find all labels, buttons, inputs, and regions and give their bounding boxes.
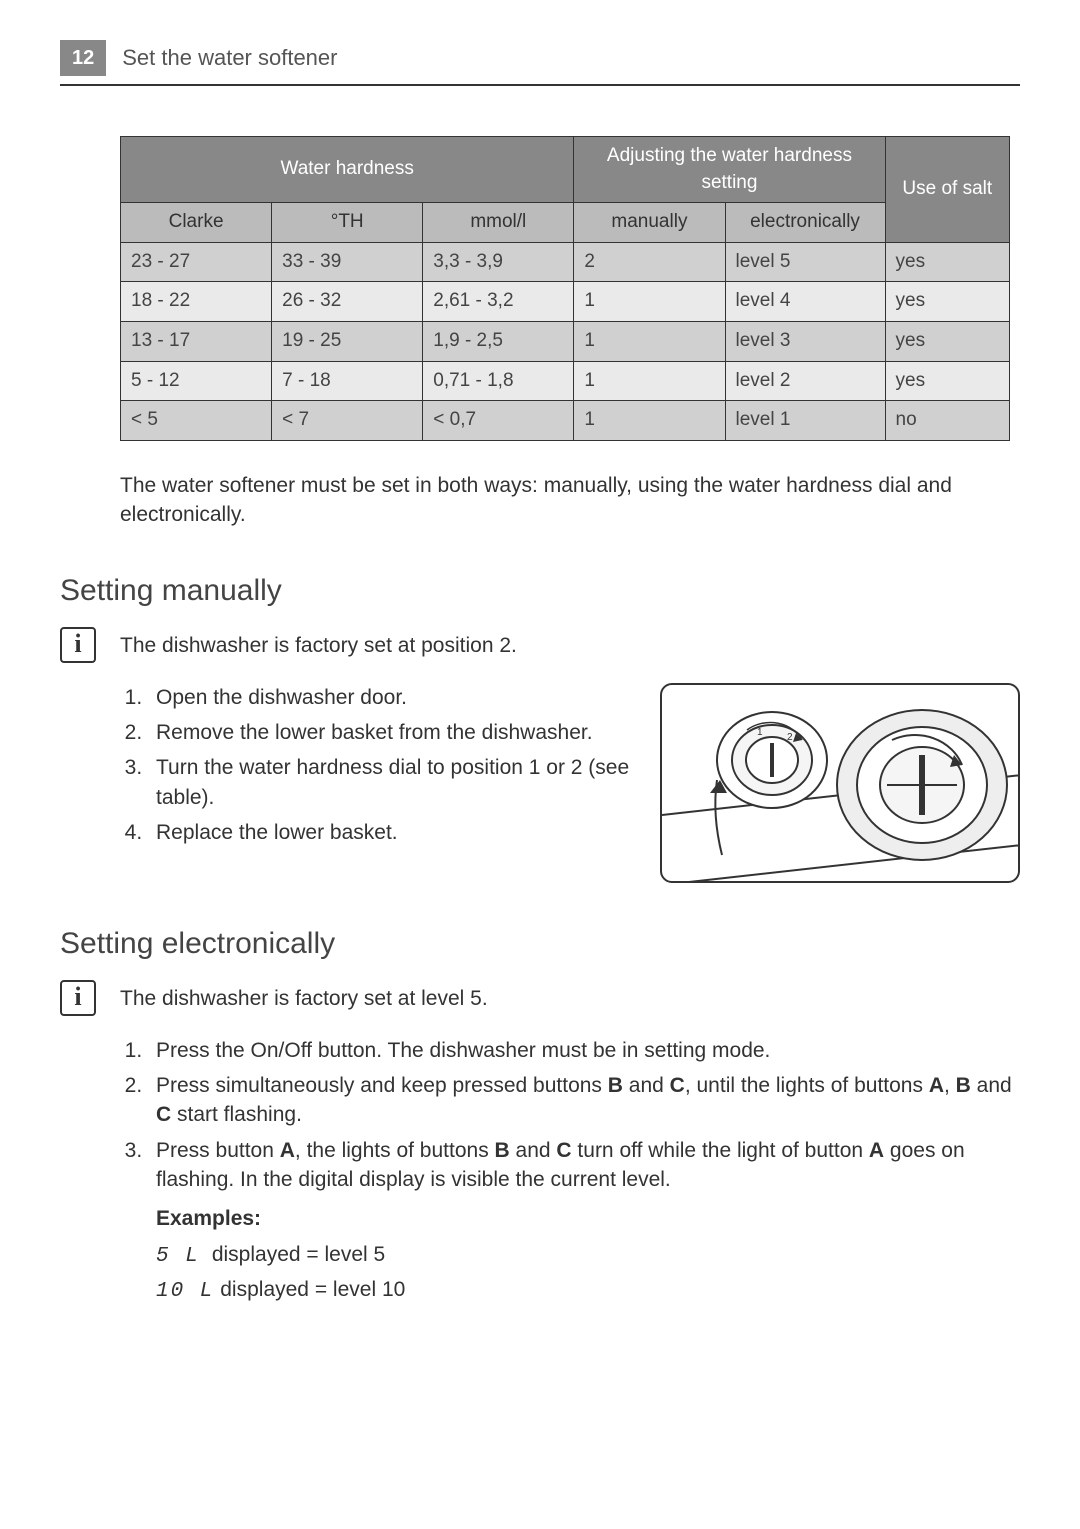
- hardness-table: Water hardness Adjusting the water hardn…: [120, 136, 1010, 441]
- th-th: °TH: [272, 203, 423, 243]
- table-cell: yes: [885, 321, 1009, 361]
- table-row: 18 - 2226 - 322,61 - 3,21level 4yes: [121, 282, 1010, 322]
- table-cell: 23 - 27: [121, 242, 272, 282]
- table-cell: yes: [885, 242, 1009, 282]
- th-water-hardness: Water hardness: [121, 137, 574, 203]
- table-cell: level 3: [725, 321, 885, 361]
- info-icon: i: [60, 980, 96, 1016]
- table-cell: level 4: [725, 282, 885, 322]
- table-cell: 18 - 22: [121, 282, 272, 322]
- table-cell: 3,3 - 3,9: [423, 242, 574, 282]
- table-cell: 1: [574, 282, 725, 322]
- table-cell: 1,9 - 2,5: [423, 321, 574, 361]
- page-header: 12 Set the water softener: [60, 40, 1020, 86]
- th-clarke: Clarke: [121, 203, 272, 243]
- svg-text:2: 2: [787, 732, 793, 743]
- list-item: Press button A, the lights of buttons B …: [148, 1136, 1020, 1307]
- table-cell: 7 - 18: [272, 361, 423, 401]
- list-item: Remove the lower basket from the dishwas…: [148, 718, 640, 747]
- info-row-manual: i The dishwasher is factory set at posit…: [60, 627, 1020, 663]
- segment-display: 5 L: [156, 1242, 206, 1271]
- info-text-electronic: The dishwasher is factory set at level 5…: [120, 980, 488, 1013]
- table-cell: < 7: [272, 401, 423, 441]
- list-item: Turn the water hardness dial to posi­tio…: [148, 753, 640, 812]
- example-line: 5 L displayed = level 5: [156, 1240, 1020, 1271]
- heading-electronic: Setting electronically: [60, 923, 1020, 965]
- table-cell: < 5: [121, 401, 272, 441]
- table-row: 13 - 1719 - 251,9 - 2,51level 3yes: [121, 321, 1010, 361]
- table-row: < 5< 7< 0,71level 1no: [121, 401, 1010, 441]
- table-row: 23 - 2733 - 393,3 - 3,92level 5yes: [121, 242, 1010, 282]
- hardness-table-wrap: Water hardness Adjusting the water hardn…: [120, 136, 1010, 441]
- table-cell: 2,61 - 3,2: [423, 282, 574, 322]
- svg-text:1: 1: [757, 727, 763, 738]
- list-item: Press simultaneously and keep pressed bu…: [148, 1071, 1020, 1130]
- th-adjusting: Adjusting the water hardness setting: [574, 137, 885, 203]
- electronic-steps-list: Press the On/Off button. The dishwasher …: [120, 1036, 1020, 1307]
- table-cell: 19 - 25: [272, 321, 423, 361]
- table-cell: level 5: [725, 242, 885, 282]
- list-item: Open the dishwasher door.: [148, 683, 640, 712]
- list-item: Press the On/Off button. The dishwasher …: [148, 1036, 1020, 1065]
- dial-illustration: 1 2: [660, 683, 1020, 883]
- table-cell: 1: [574, 361, 725, 401]
- table-cell: 0,71 - 1,8: [423, 361, 574, 401]
- list-item: Replace the lower basket.: [148, 818, 640, 847]
- table-cell: level 1: [725, 401, 885, 441]
- table-cell: no: [885, 401, 1009, 441]
- table-cell: 33 - 39: [272, 242, 423, 282]
- electronic-content: Press the On/Off button. The dishwasher …: [120, 1036, 1020, 1307]
- segment-display: 10 L: [156, 1277, 214, 1306]
- heading-manual: Setting manually: [60, 570, 1020, 612]
- manual-content: Open the dishwasher door. Remove the lowe…: [120, 683, 1020, 883]
- table-cell: yes: [885, 361, 1009, 401]
- th-salt: Use of salt: [885, 137, 1009, 243]
- info-row-electronic: i The dishwasher is factory set at level…: [60, 980, 1020, 1016]
- table-cell: yes: [885, 282, 1009, 322]
- page-number: 12: [60, 40, 106, 76]
- table-cell: 1: [574, 401, 725, 441]
- table-cell: level 2: [725, 361, 885, 401]
- info-text-manual: The dishwasher is factory set at positio…: [120, 627, 517, 660]
- th-electronically: electronically: [725, 203, 885, 243]
- example-line: 10 L displayed = level 10: [156, 1275, 1020, 1306]
- manual-steps-list: Open the dishwasher door. Remove the lowe…: [120, 683, 640, 848]
- softener-note: The water softener must be set in both w…: [120, 471, 1000, 530]
- table-cell: 13 - 17: [121, 321, 272, 361]
- header-title: Set the water softener: [122, 43, 337, 74]
- table-cell: 1: [574, 321, 725, 361]
- th-manually: manually: [574, 203, 725, 243]
- table-cell: 5 - 12: [121, 361, 272, 401]
- info-icon: i: [60, 627, 96, 663]
- table-cell: 26 - 32: [272, 282, 423, 322]
- examples-label: Examples:: [156, 1204, 1020, 1233]
- th-mmol: mmol/l: [423, 203, 574, 243]
- table-cell: < 0,7: [423, 401, 574, 441]
- table-row: 5 - 127 - 180,71 - 1,81level 2yes: [121, 361, 1010, 401]
- table-cell: 2: [574, 242, 725, 282]
